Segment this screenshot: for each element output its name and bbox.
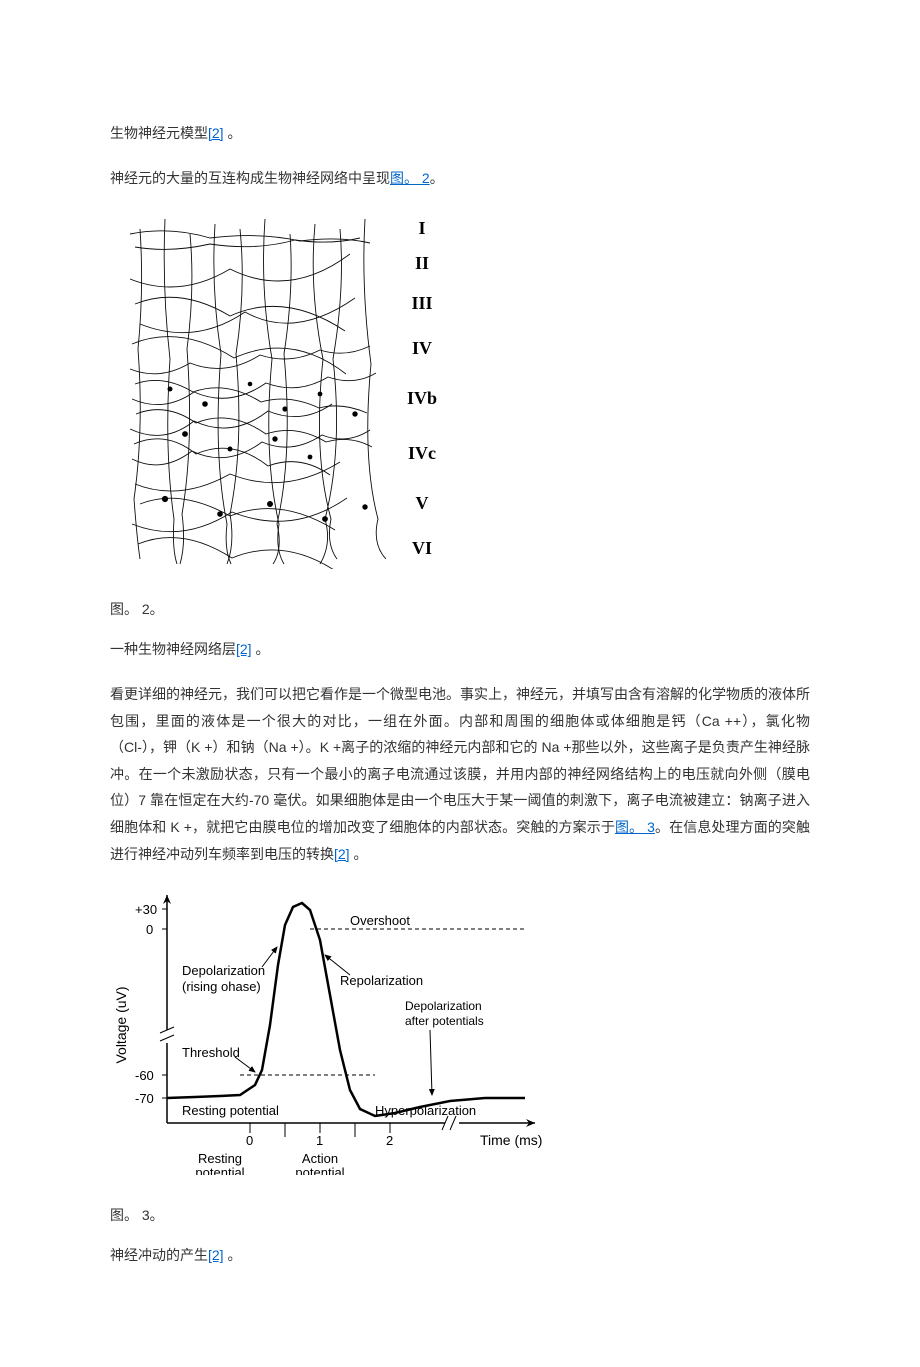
ann-threshold: Threshold <box>182 1045 240 1060</box>
x-axis-label: Time (ms) <box>480 1132 542 1148</box>
label-action: Action <box>302 1151 338 1166</box>
label-resting: Resting <box>198 1151 242 1166</box>
text: 。 <box>430 170 444 186</box>
figure-3-caption-desc: 神经冲动的产生[2] 。 <box>110 1242 810 1269</box>
ref-link-2[interactable]: [2] <box>208 125 224 141</box>
layer-label-IV: IV <box>412 338 432 358</box>
ytick--60: -60 <box>135 1068 154 1083</box>
text: 神经冲动的产生 <box>110 1247 208 1263</box>
ytick--70: -70 <box>135 1091 154 1106</box>
ann-hyperpol: Hyperpolarization <box>375 1103 476 1118</box>
figure-3-caption-label: 图。 3。 <box>110 1202 810 1229</box>
ref-link-2[interactable]: [2] <box>236 641 252 657</box>
ref-link-2[interactable]: [2] <box>334 846 350 862</box>
text: 一种生物神经网络层 <box>110 641 236 657</box>
layer-label-I: I <box>418 218 425 238</box>
ann-repolarization: Repolarization <box>340 973 423 988</box>
ann-rising-phase: (rising ohase) <box>182 979 261 994</box>
layer-label-IVb: IVb <box>407 388 437 408</box>
layer-label-II: II <box>415 253 429 273</box>
figure-2-caption-label: 图。 2。 <box>110 596 810 623</box>
figure-2-link[interactable]: 图。 2 <box>390 170 430 186</box>
layer-label-V: V <box>416 493 429 513</box>
layer-label-III: III <box>411 293 432 313</box>
ann-resting: Resting potential <box>182 1103 279 1118</box>
ref-link-2[interactable]: [2] <box>208 1247 224 1263</box>
text: 生物神经元模型 <box>110 125 208 141</box>
text: 神经元的大量的互连构成生物神经网络中呈现 <box>110 170 390 186</box>
text: 看更详细的神经元，我们可以把它看作是一个微型电池。事实上，神经元，并填写由含有溶… <box>110 686 810 835</box>
ann-overshoot: Overshoot <box>350 913 410 928</box>
ann-depol-rising: Depolarization <box>182 963 265 978</box>
figure-3-chart: +30 0 -60 -70 Voltage (uV) 0 1 2 Time (m… <box>110 885 570 1175</box>
xtick-1: 1 <box>316 1133 323 1148</box>
text: 。 <box>350 846 368 862</box>
label-action2: potential <box>295 1165 344 1175</box>
ann-depol-after: Depolarization <box>405 999 482 1013</box>
ytick-0: 0 <box>146 922 153 937</box>
label-resting2: potential <box>195 1165 244 1175</box>
paragraph-neuron-battery: 看更详细的神经元，我们可以把它看作是一个微型电池。事实上，神经元，并填写由含有溶… <box>110 681 810 867</box>
layer-label-VI: VI <box>412 538 432 558</box>
xtick-2: 2 <box>386 1133 393 1148</box>
figure-2: I II III IV IVb IVc V VI <box>110 209 810 578</box>
ytick-30: +30 <box>135 902 157 917</box>
figure-2-image: I II III IV IVb IVc V VI <box>110 209 450 569</box>
figure-3-link[interactable]: 图。 3 <box>615 819 655 835</box>
figure-2-caption-desc: 一种生物神经网络层[2] 。 <box>110 636 810 663</box>
text: 。 <box>224 125 242 141</box>
paragraph-bio-neuron-model: 生物神经元模型[2] 。 <box>110 120 810 147</box>
y-axis-label: Voltage (uV) <box>113 987 129 1064</box>
ann-after-pot: after potentials <box>405 1014 484 1028</box>
layer-label-IVc: IVc <box>408 443 436 463</box>
paragraph-interconnection: 神经元的大量的互连构成生物神经网络中呈现图。 2。 <box>110 165 810 192</box>
text: 。 <box>252 641 270 657</box>
figure-3: +30 0 -60 -70 Voltage (uV) 0 1 2 Time (m… <box>110 885 810 1184</box>
xtick-0: 0 <box>246 1133 253 1148</box>
text: 。 <box>224 1247 242 1263</box>
